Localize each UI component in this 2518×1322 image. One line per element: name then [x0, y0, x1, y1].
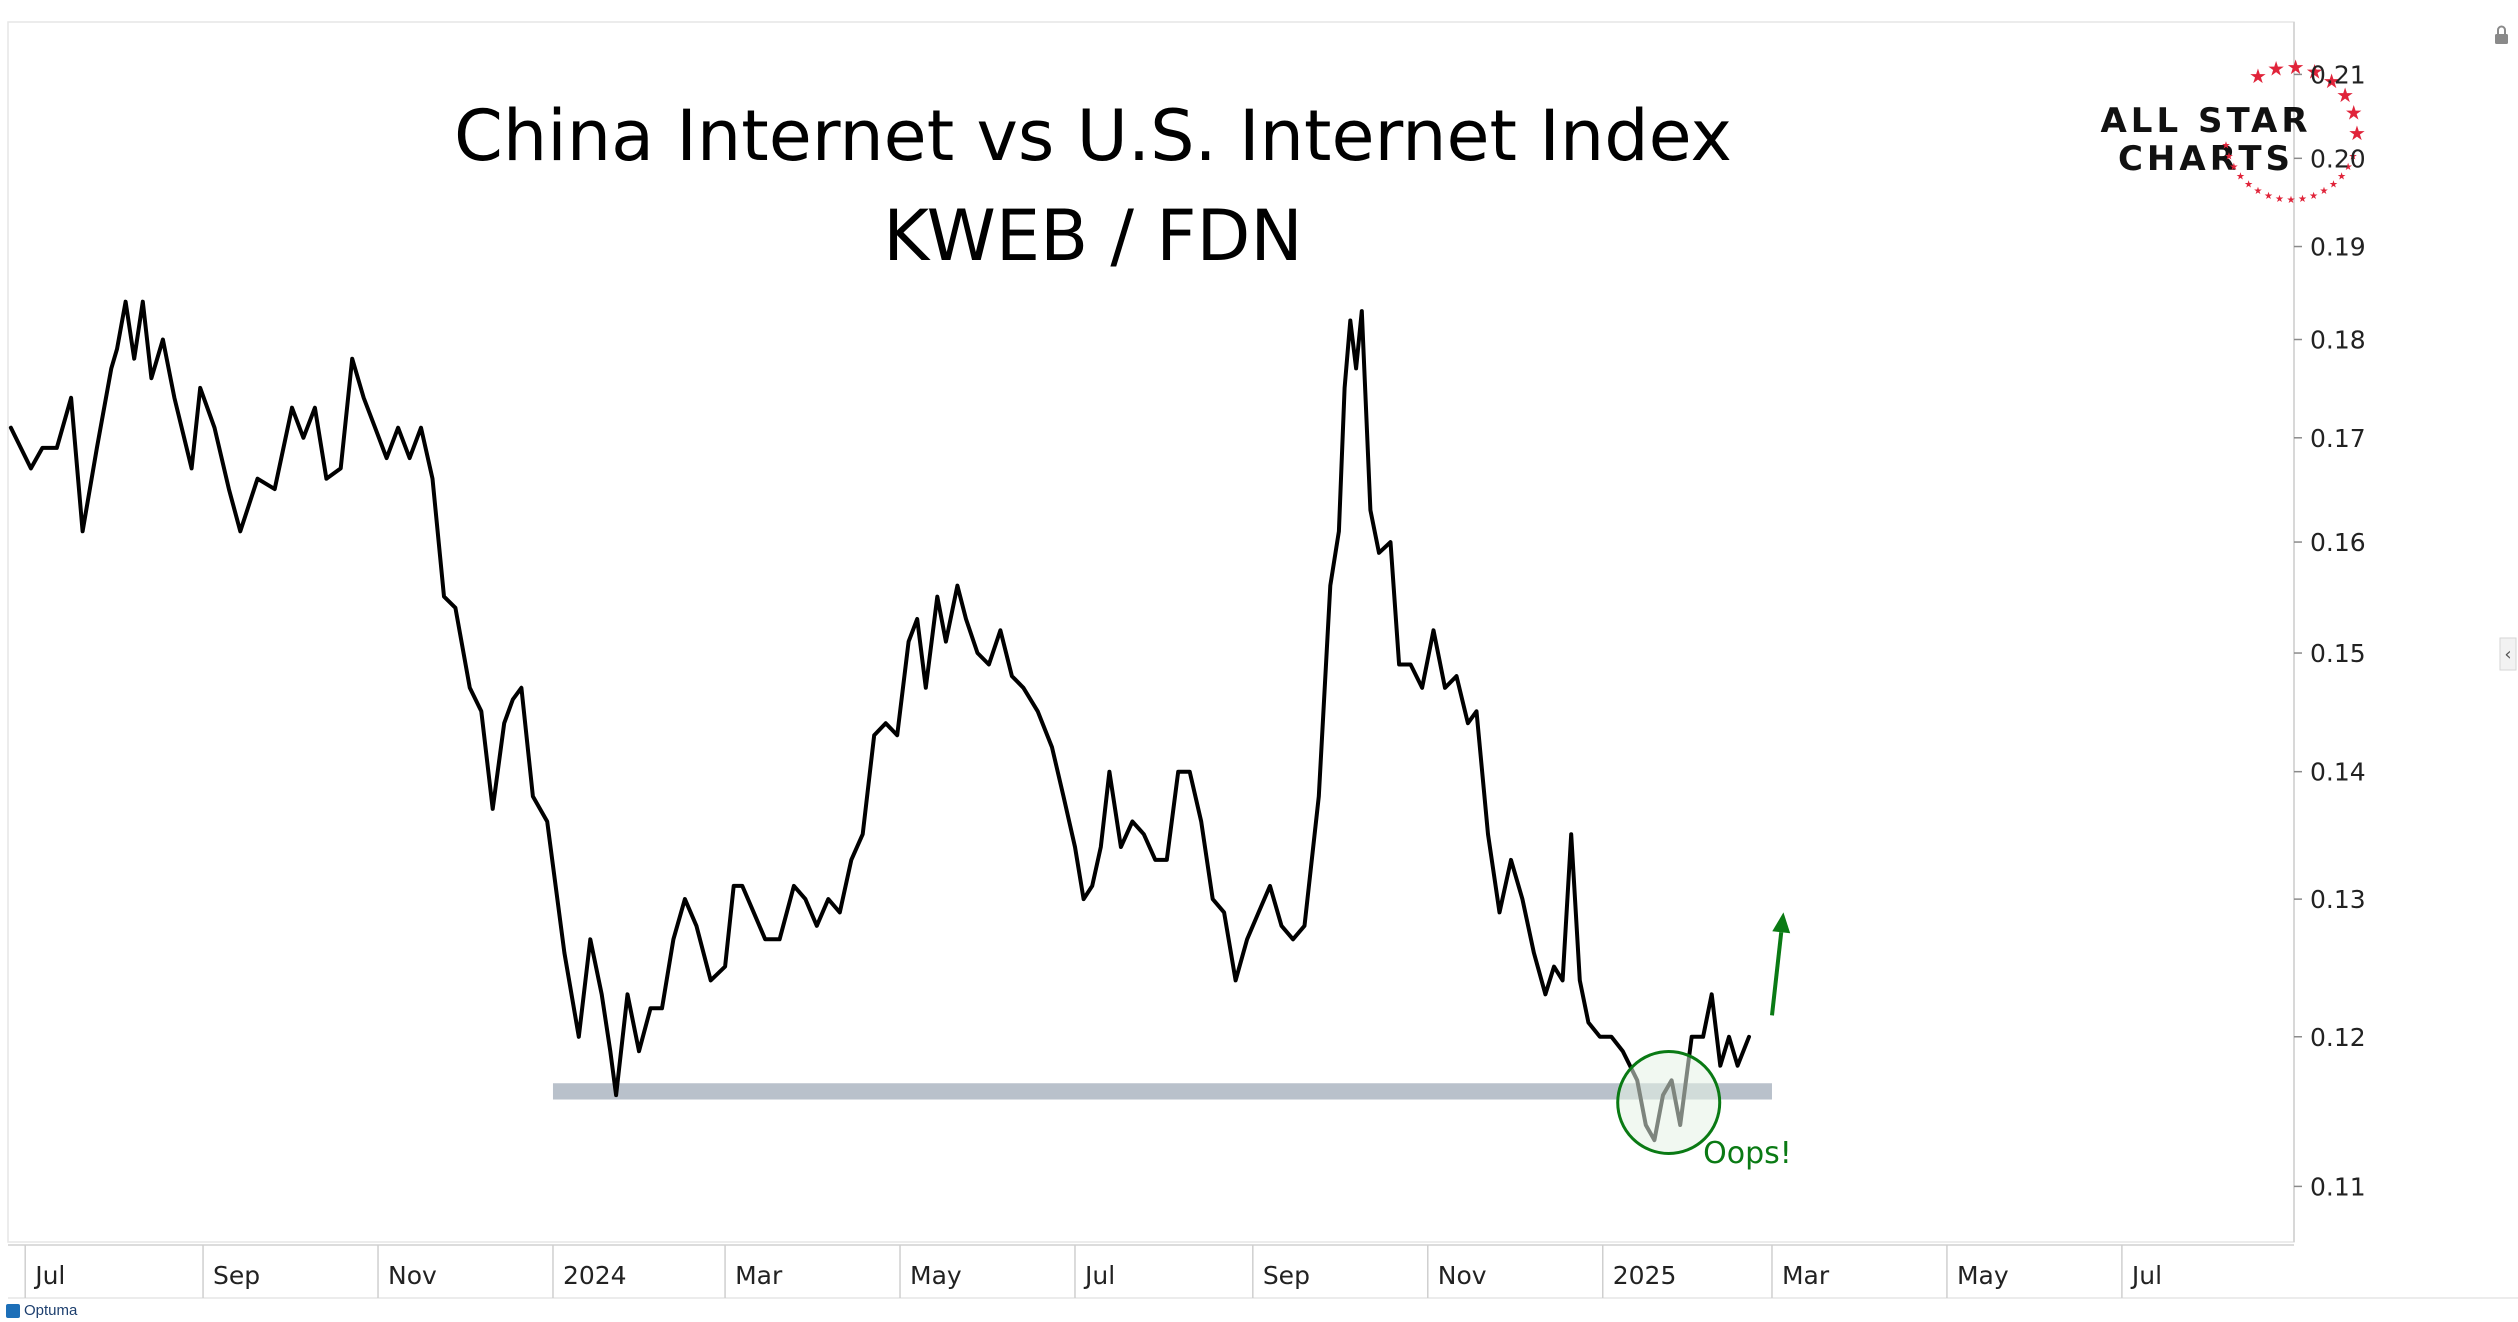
lock-icon[interactable] — [2495, 25, 2508, 44]
logo-star-small: ★ — [2329, 180, 2338, 191]
x-tick-label: 2025 — [1613, 1261, 1677, 1290]
logo-star: ★ — [2306, 59, 2324, 83]
logo-star-small: ★ — [2287, 195, 2296, 206]
logo-star: ★ — [2336, 83, 2354, 107]
breakdown-circle — [1616, 1049, 1722, 1155]
chart-title: China Internet vs U.S. Internet Index — [454, 95, 1732, 177]
y-tick-label: 0.12 — [2310, 1023, 2366, 1052]
optuma-brand: Optuma — [6, 1302, 77, 1319]
logo-star: ★ — [2287, 55, 2305, 79]
x-tick-label: Sep — [213, 1261, 260, 1290]
kweb-fdn-line — [8, 299, 1751, 1143]
logo-line-2: CHARTS — [2118, 139, 2294, 179]
x-tick-label: Jul — [2130, 1261, 2162, 1290]
x-tick-label: Mar — [735, 1261, 783, 1290]
logo-star-small: ★ — [2349, 152, 2358, 163]
y-tick-label: 0.20 — [2310, 144, 2366, 173]
x-tick-label: Mar — [1782, 1261, 1830, 1290]
y-tick-label: 0.14 — [2310, 758, 2366, 787]
y-tick-label: 0.18 — [2310, 326, 2366, 355]
all-star-charts-logo: ALL STAR CHARTS ★ ★ ★ ★ ★★★★★★★★★★★★★★★★★★★★ — [2100, 55, 2365, 206]
logo-star: ★ — [2323, 69, 2341, 93]
svg-text:‹: ‹ — [2504, 644, 2511, 665]
logo-star-small: ★ — [2264, 191, 2273, 202]
logo-star-small: ★ — [2337, 171, 2346, 182]
y-tick-label: 0.15 — [2310, 639, 2366, 668]
logo-star-small: ★ — [2244, 180, 2253, 191]
logo-star-small: ★ — [2344, 162, 2353, 173]
logo-star-small: ★ — [2320, 186, 2329, 197]
logo-star: ★ — [2249, 64, 2267, 88]
y-tick-label: 0.11 — [2310, 1172, 2366, 1201]
x-tick-label: Nov — [1438, 1261, 1487, 1290]
logo-star-small: ★ — [2298, 194, 2307, 205]
up-arrow-shaft — [1769, 932, 1784, 1016]
y-tick-label: 0.13 — [2310, 885, 2366, 914]
logo-star-small: ★ — [2222, 140, 2231, 151]
logo-star-small: ★ — [2309, 191, 2318, 202]
logo-line-1: ALL STAR — [2100, 101, 2311, 141]
logo-star-ring: ★ ★ ★ ★ ★★★★★★★★★★★★★★★★★★★★ — [2222, 55, 2366, 206]
logo-star-small: ★ — [2275, 194, 2284, 205]
logo-star-small: ★ — [2224, 152, 2233, 163]
chevron-left-icon[interactable]: ‹ — [2499, 637, 2517, 671]
up-arrow-icon — [1772, 912, 1791, 934]
y-tick-label: 0.17 — [2310, 424, 2366, 453]
optuma-brand-label: Optuma — [24, 1302, 78, 1319]
logo-star: ★ — [2267, 57, 2285, 81]
x-tick-label: May — [910, 1261, 962, 1290]
y-tick-label: 0.19 — [2310, 233, 2366, 262]
logo-star: ★ — [2348, 121, 2366, 145]
chart-subtitle: KWEB / FDN — [883, 195, 1303, 277]
x-tick-label: 2024 — [563, 1261, 627, 1290]
support-zone — [552, 1083, 1772, 1100]
logo-star-small: ★ — [2254, 186, 2263, 197]
x-tick-label: Sep — [1263, 1261, 1310, 1290]
plot-area — [7, 21, 2295, 1243]
logo-star-small: ★ — [2229, 162, 2238, 173]
x-tick-label: May — [1957, 1261, 2009, 1290]
optuma-logo-icon — [6, 1303, 20, 1318]
y-tick-label: 0.16 — [2310, 528, 2366, 557]
x-tick-label: Jul — [1083, 1261, 1115, 1290]
logo-star-small: ★ — [2236, 171, 2245, 182]
x-tick-label: Nov — [388, 1261, 437, 1290]
logo-star: ★ — [2345, 101, 2363, 125]
y-tick-label: 0.21 — [2310, 60, 2366, 89]
oops-label: Oops! — [1703, 1136, 1792, 1171]
x-tick-label: Jul — [33, 1261, 65, 1290]
